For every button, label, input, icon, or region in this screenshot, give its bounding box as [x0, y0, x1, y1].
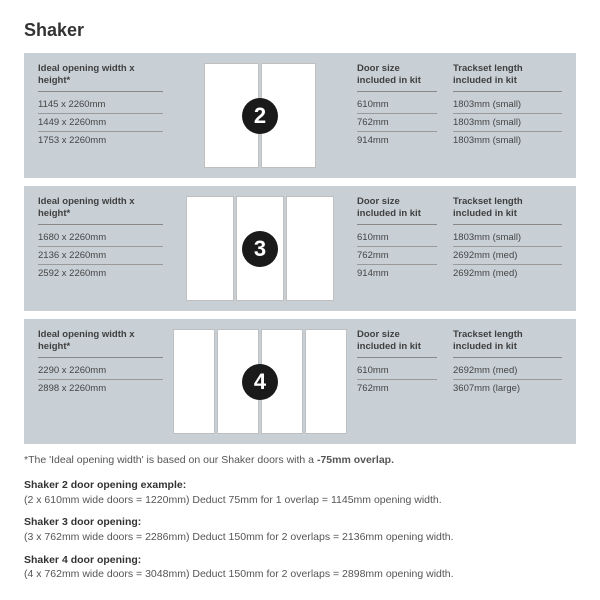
- kit-box: Ideal opening width x height* 1145 x 2260…: [24, 53, 576, 178]
- col-right: Door size included in kit 610mm762mm Track…: [357, 329, 562, 398]
- header-opening: Ideal opening width x height*: [38, 329, 163, 358]
- example-title: Shaker 2 door opening example:: [24, 478, 576, 493]
- trackset-row: 1803mm (small): [453, 132, 562, 150]
- door-diagram: 2: [204, 63, 316, 168]
- col-ideal-opening: Ideal opening width x height* 1680 x 2260…: [38, 196, 163, 283]
- example-block: Shaker 2 door opening example:(2 x 610mm…: [24, 478, 576, 507]
- trackset-row: 1803mm (small): [453, 96, 562, 114]
- example-block: Shaker 3 door opening:(3 x 762mm wide do…: [24, 515, 576, 544]
- trackset-row: 2692mm (med): [453, 265, 562, 283]
- header-opening: Ideal opening width x height*: [38, 63, 163, 92]
- col-right: Door size included in kit 610mm762mm914mm…: [357, 63, 562, 150]
- opening-row: 2290 x 2260mm: [38, 362, 163, 380]
- header-trackset: Trackset length included in kit: [453, 329, 562, 358]
- example-body: (3 x 762mm wide doors = 2286mm) Deduct 1…: [24, 530, 576, 545]
- opening-row: 1449 x 2260mm: [38, 114, 163, 132]
- door-size-row: 762mm: [357, 114, 437, 132]
- col-trackset: Trackset length included in kit 1803mm (s…: [453, 63, 562, 150]
- example-body: (4 x 762mm wide doors = 3048mm) Deduct 1…: [24, 567, 576, 582]
- trackset-row: 1803mm (small): [453, 114, 562, 132]
- example-title: Shaker 3 door opening:: [24, 515, 576, 530]
- door-panel: [286, 196, 334, 301]
- door-size-row: 914mm: [357, 132, 437, 150]
- kit-box: Ideal opening width x height* 1680 x 2260…: [24, 186, 576, 311]
- kit-box: Ideal opening width x height* 2290 x 2260…: [24, 319, 576, 444]
- opening-row: 1680 x 2260mm: [38, 229, 163, 247]
- opening-row: 2898 x 2260mm: [38, 380, 163, 398]
- col-door-size: Door size included in kit 610mm762mm914mm: [357, 196, 437, 283]
- trackset-row: 2692mm (med): [453, 247, 562, 265]
- opening-row: 2592 x 2260mm: [38, 265, 163, 283]
- trackset-row: 3607mm (large): [453, 380, 562, 398]
- opening-row: 2136 x 2260mm: [38, 247, 163, 265]
- door-size-row: 914mm: [357, 265, 437, 283]
- door-panel: [305, 329, 347, 434]
- door-size-row: 762mm: [357, 380, 437, 398]
- col-ideal-opening: Ideal opening width x height* 1145 x 2260…: [38, 63, 163, 150]
- door-diagram: 3: [186, 196, 334, 301]
- header-door-size: Door size included in kit: [357, 63, 437, 92]
- footnote: *The 'Ideal opening width' is based on o…: [24, 454, 576, 466]
- col-ideal-opening: Ideal opening width x height* 2290 x 2260…: [38, 329, 163, 398]
- col-door-size: Door size included in kit 610mm762mm: [357, 329, 437, 398]
- col-trackset: Trackset length included in kit 2692mm (m…: [453, 329, 562, 398]
- door-size-row: 610mm: [357, 362, 437, 380]
- example-body: (2 x 610mm wide doors = 1220mm) Deduct 7…: [24, 493, 576, 508]
- header-opening: Ideal opening width x height*: [38, 196, 163, 225]
- door-panel: [186, 196, 234, 301]
- header-trackset: Trackset length included in kit: [453, 196, 562, 225]
- diagram-area: 2: [173, 63, 347, 168]
- door-count-badge: 3: [242, 231, 278, 267]
- example-block: Shaker 4 door opening:(4 x 762mm wide do…: [24, 553, 576, 582]
- example-title: Shaker 4 door opening:: [24, 553, 576, 568]
- diagram-area: 3: [173, 196, 347, 301]
- trackset-row: 2692mm (med): [453, 362, 562, 380]
- opening-row: 1145 x 2260mm: [38, 96, 163, 114]
- col-door-size: Door size included in kit 610mm762mm914mm: [357, 63, 437, 150]
- footnote-bold: -75mm overlap.: [317, 454, 394, 466]
- trackset-row: 1803mm (small): [453, 229, 562, 247]
- door-diagram: 4: [173, 329, 347, 434]
- header-trackset: Trackset length included in kit: [453, 63, 562, 92]
- door-size-row: 762mm: [357, 247, 437, 265]
- door-count-badge: 4: [242, 364, 278, 400]
- opening-row: 1753 x 2260mm: [38, 132, 163, 150]
- door-size-row: 610mm: [357, 96, 437, 114]
- footnote-text: *The 'Ideal opening width' is based on o…: [24, 454, 317, 466]
- page-title: Shaker: [24, 20, 576, 41]
- door-count-badge: 2: [242, 98, 278, 134]
- door-panel: [173, 329, 215, 434]
- header-door-size: Door size included in kit: [357, 329, 437, 358]
- door-size-row: 610mm: [357, 229, 437, 247]
- header-door-size: Door size included in kit: [357, 196, 437, 225]
- col-right: Door size included in kit 610mm762mm914mm…: [357, 196, 562, 283]
- diagram-area: 4: [173, 329, 347, 434]
- col-trackset: Trackset length included in kit 1803mm (s…: [453, 196, 562, 283]
